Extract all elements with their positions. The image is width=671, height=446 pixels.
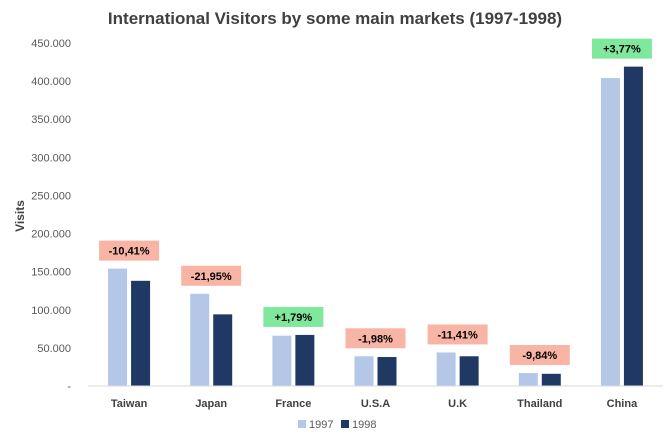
y-tick-label: 150.000	[31, 267, 71, 279]
change-label-box	[427, 324, 488, 345]
bar-1998-usa	[377, 357, 397, 386]
change-label-box	[591, 38, 652, 59]
y-tick-label: 350.000	[31, 114, 71, 126]
bar-1998-japan	[213, 314, 233, 386]
change-label-box	[509, 345, 570, 366]
bar-1998-thailand	[541, 373, 561, 386]
y-tick-label: 250.000	[31, 190, 71, 202]
y-tick-label: 450.000	[31, 38, 71, 50]
change-label: -21,95%	[191, 271, 232, 283]
change-label: +1,79%	[275, 312, 313, 324]
bar-1998-france	[295, 334, 315, 386]
change-label: -11,41%	[437, 329, 478, 341]
y-tick-label: -	[67, 381, 71, 393]
bar-1997-taiwan	[108, 268, 128, 386]
change-label: -1,98%	[358, 333, 393, 345]
change-label: +3,77%	[603, 44, 641, 56]
y-tick-label: 50.000	[37, 343, 71, 355]
bar-1997-france	[272, 335, 292, 386]
y-tick-label: 400.000	[31, 76, 71, 88]
x-tick-label: Taiwan	[111, 398, 148, 410]
x-tick-label: Japan	[195, 398, 227, 410]
y-tick-label: 200.000	[31, 229, 71, 241]
bar-1998-taiwan	[131, 280, 151, 386]
bar-1997-china	[600, 78, 620, 386]
x-tick-label: U.K	[448, 398, 467, 410]
bar-1998-china	[623, 66, 643, 386]
legend-label-1997: 1997	[309, 419, 333, 431]
x-tick-label: China	[607, 398, 638, 410]
y-axis-label: Visits	[13, 200, 27, 232]
bar-1997-uk	[436, 352, 456, 386]
legend-label-1998: 1998	[352, 419, 376, 431]
legend-swatch-1998	[341, 420, 349, 428]
x-axis-ticks: Taiwan Japan France U.S.A U.K Thailand China	[111, 398, 638, 410]
y-tick-label: 100.000	[31, 305, 71, 317]
bar-1997-usa	[354, 356, 374, 386]
legend: 1997 1998	[298, 419, 376, 431]
x-tick-label: U.S.A	[361, 398, 390, 410]
x-tick-label: Thailand	[517, 398, 562, 410]
plot-area: -10,41% -21,95% +1,79% -1,98% -11,41% -9,84% +…	[99, 38, 652, 386]
legend-swatch-1997	[298, 420, 306, 428]
change-label: -9,84%	[522, 350, 557, 362]
change-label-box	[345, 328, 406, 349]
x-tick-label: France	[275, 398, 311, 410]
chart-title: International Visitors by some main mark…	[108, 9, 562, 28]
change-label-box	[263, 306, 324, 327]
y-axis-ticks: - 50.000 100.000 150.000 200.000 250.000 300.0…	[31, 38, 71, 393]
change-label: -10,41%	[109, 246, 150, 258]
bar-1997-japan	[190, 293, 210, 386]
change-label-box	[99, 240, 160, 261]
change-label-box	[181, 265, 242, 286]
y-tick-label: 300.000	[31, 152, 71, 164]
bar-1997-thailand	[518, 373, 538, 386]
bar-1998-uk	[459, 356, 479, 386]
